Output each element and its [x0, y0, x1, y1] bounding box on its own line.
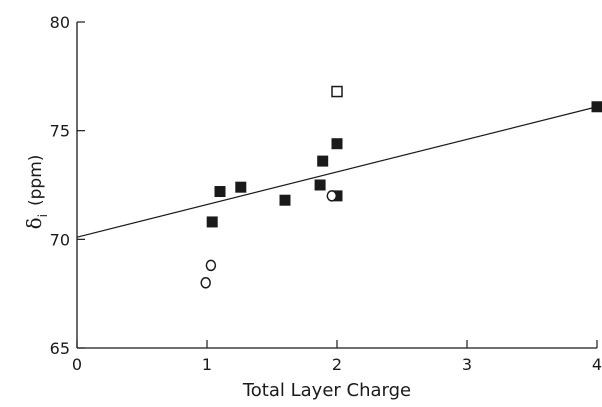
y-tick-label: 75 [50, 122, 70, 141]
x-tick-label: 1 [202, 355, 212, 374]
data-points [200, 85, 602, 289]
filled-square-point [591, 101, 602, 113]
open-circle-point [200, 277, 211, 289]
filled-square-point [214, 186, 226, 198]
y-tick-label: 80 [50, 13, 70, 32]
filled-square-point [279, 194, 291, 206]
fit-line-group [76, 106, 598, 238]
open-square-point [331, 85, 343, 98]
y-axis-title: δi (ppm) [22, 155, 50, 230]
axis-labels: Total Layer Charge δi (ppm) [22, 155, 411, 401]
axes: 0 1 2 3 4 65 70 75 80 [50, 13, 602, 374]
filled-square-point [206, 216, 218, 228]
filled-square-point [314, 179, 326, 191]
y-axis-symbol: δ [22, 217, 46, 229]
y-tick-label: 70 [50, 230, 70, 249]
filled-square-point [235, 181, 247, 193]
x-tick-label: 3 [462, 355, 472, 374]
y-axis-unit: (ppm) [26, 155, 46, 206]
x-tick-label: 2 [332, 355, 342, 374]
y-axis-subscript: i [36, 214, 50, 217]
x-axis-title: Total Layer Charge [242, 380, 411, 401]
filled-square-point [317, 155, 329, 167]
open-circle-point [326, 190, 338, 202]
open-circle-point [205, 259, 217, 272]
y-axis-title-text: δi (ppm) [22, 155, 50, 230]
fit-line [76, 106, 598, 238]
x-tick-label: 0 [72, 355, 82, 374]
y-tick-label: 65 [50, 339, 70, 358]
filled-square-point [331, 138, 343, 150]
x-tick-label: 4 [592, 355, 602, 374]
